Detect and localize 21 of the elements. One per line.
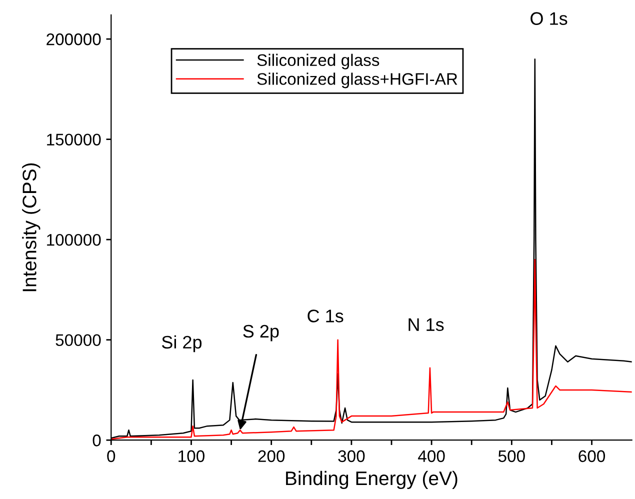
legend-label: Siliconized glass+HGFI-AR [257,72,458,88]
annotation: N 1s [408,318,444,332]
y-tick-label: 100000 [47,234,101,246]
y-tick-label: 200000 [46,33,101,46]
x-tick-label: 300 [338,450,365,462]
legend-label: Siliconized glass [257,54,380,70]
annotation: C 1s [308,310,344,322]
y-axis-title: Intensity (CPS) [22,163,40,292]
x-tick-label: 500 [498,450,525,462]
x-tick-label: 100 [178,450,204,462]
annotation: O 1s [530,12,568,25]
x-tick-label: 600 [578,450,606,462]
x-tick-label: 400 [418,450,445,462]
x-axis-title: Binding Energy (eV) [286,470,458,490]
y-tick-label: 50000 [56,334,101,346]
x-tick-label: 200 [258,450,285,462]
annotation: Si 2p [162,335,202,352]
y-tick-label: 150000 [47,134,101,146]
x-tick-label: 0 [107,450,116,462]
y-tick-label: 0 [92,434,101,446]
annotation: S 2p [243,324,279,342]
